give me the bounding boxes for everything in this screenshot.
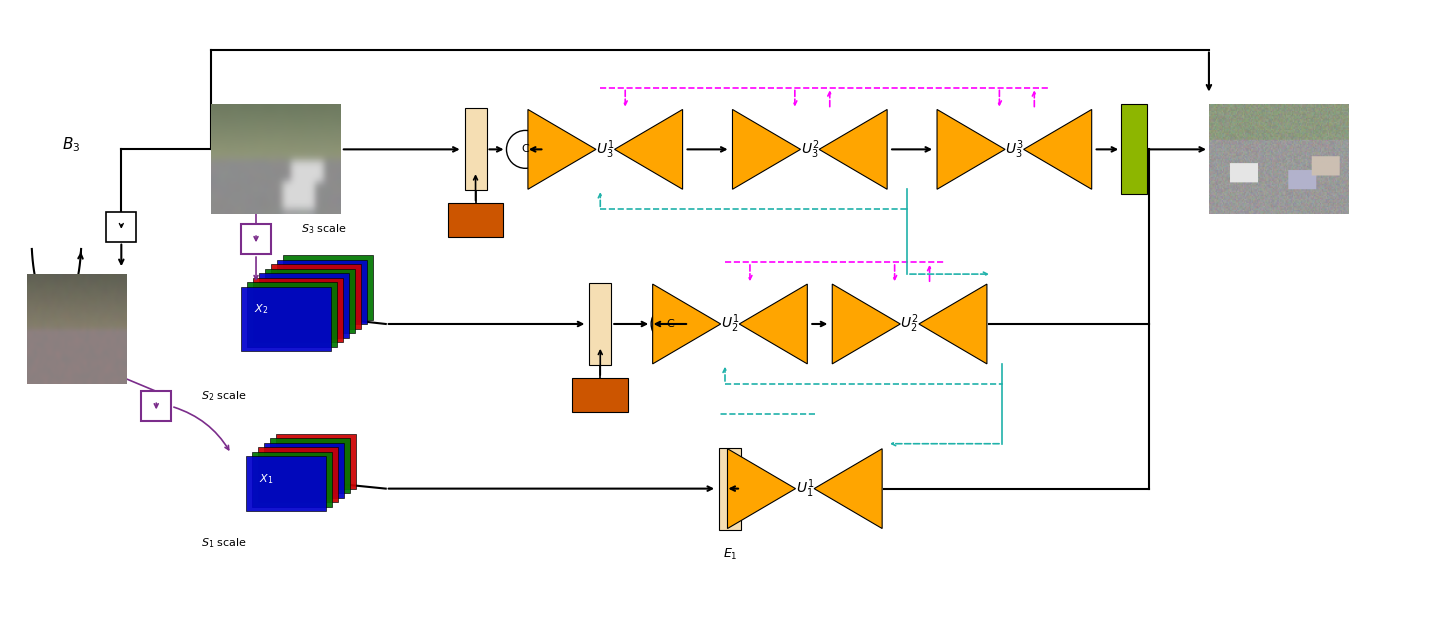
Text: $E_3$: $E_3$ [469, 207, 483, 223]
FancyBboxPatch shape [265, 443, 344, 498]
FancyBboxPatch shape [270, 438, 350, 493]
Text: $E_1$: $E_1$ [723, 547, 737, 562]
FancyBboxPatch shape [252, 451, 333, 507]
Text: $U_{2}^{1}$: $U_{2}^{1}$ [720, 313, 739, 335]
Text: $S_2$ scale: $S_2$ scale [201, 389, 247, 403]
FancyBboxPatch shape [1121, 105, 1147, 194]
Text: $B_2$: $B_2$ [38, 305, 55, 323]
Text: $U_{3}^{2}$: $U_{3}^{2}$ [801, 138, 818, 160]
Polygon shape [739, 284, 807, 364]
FancyBboxPatch shape [283, 255, 373, 320]
Polygon shape [937, 110, 1005, 190]
Polygon shape [918, 284, 988, 364]
Polygon shape [814, 449, 882, 529]
Text: C: C [522, 145, 529, 154]
Text: $L = L_3^3$: $L = L_3^3$ [1248, 153, 1290, 176]
FancyBboxPatch shape [142, 391, 171, 421]
FancyBboxPatch shape [719, 448, 740, 529]
Polygon shape [733, 110, 801, 190]
Circle shape [651, 305, 690, 343]
FancyBboxPatch shape [573, 378, 628, 412]
FancyBboxPatch shape [241, 287, 331, 351]
FancyBboxPatch shape [276, 434, 356, 489]
FancyBboxPatch shape [253, 278, 343, 342]
FancyBboxPatch shape [107, 212, 136, 242]
Polygon shape [652, 284, 720, 364]
Text: $S_3$ scale: $S_3$ scale [301, 223, 347, 236]
FancyBboxPatch shape [257, 447, 338, 502]
FancyBboxPatch shape [464, 108, 486, 190]
Text: $B_3$: $B_3$ [62, 135, 81, 153]
Text: $U_{1}^{1}$: $U_{1}^{1}$ [795, 477, 814, 500]
FancyBboxPatch shape [448, 204, 503, 237]
Text: $U_{3}^{3}$: $U_{3}^{3}$ [1005, 138, 1024, 160]
Text: $U_{2}^{2}$: $U_{2}^{2}$ [901, 313, 918, 335]
Polygon shape [615, 110, 683, 190]
FancyBboxPatch shape [241, 224, 270, 254]
Text: $X_1$: $X_1$ [259, 472, 273, 486]
FancyBboxPatch shape [246, 456, 325, 511]
Polygon shape [528, 110, 596, 190]
Text: $E_2$: $E_2$ [593, 382, 607, 397]
Text: C: C [667, 319, 674, 329]
FancyBboxPatch shape [278, 260, 367, 325]
Circle shape [506, 131, 544, 168]
Polygon shape [1024, 110, 1092, 190]
FancyBboxPatch shape [590, 283, 612, 365]
Text: $S_1$ scale: $S_1$ scale [201, 536, 247, 550]
FancyBboxPatch shape [270, 264, 362, 329]
Polygon shape [818, 110, 888, 190]
Polygon shape [833, 284, 901, 364]
FancyBboxPatch shape [259, 273, 348, 338]
Polygon shape [727, 449, 795, 529]
Text: $U_{3}^{1}$: $U_{3}^{1}$ [596, 138, 615, 160]
Text: $X_2$: $X_2$ [254, 302, 268, 316]
FancyBboxPatch shape [265, 269, 354, 333]
FancyBboxPatch shape [247, 282, 337, 347]
